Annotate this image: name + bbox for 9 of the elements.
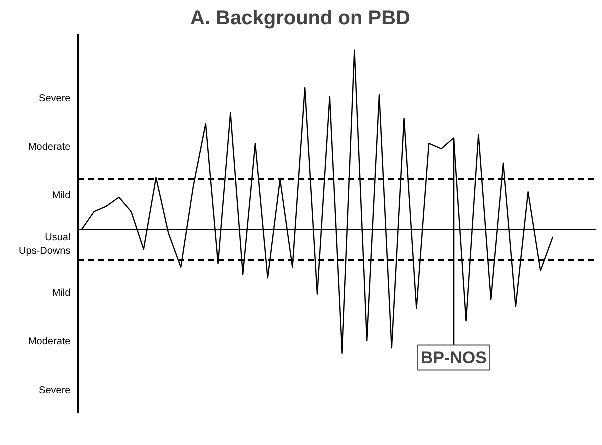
chart-title: A. Background on PBD [190,8,411,30]
text: Mild [52,190,71,202]
text: Severe [39,385,72,396]
text: Usual Ups-Downs [19,232,71,257]
text: Severe [39,93,72,104]
text: Moderate [28,142,72,154]
text: Mild [52,288,71,299]
text: Moderate [28,336,72,348]
annotation: BP-NOS [420,348,487,368]
